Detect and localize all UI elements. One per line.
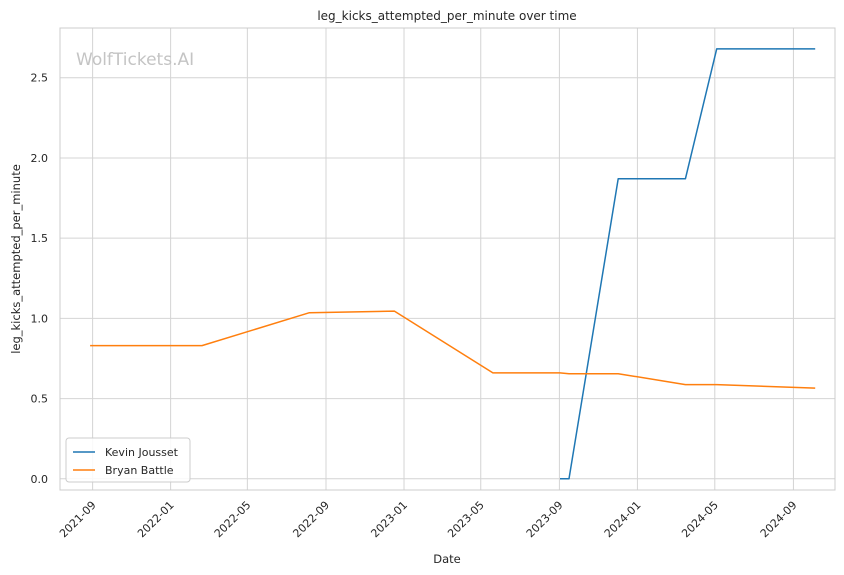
y-tick-label: 2.5 <box>31 72 49 85</box>
x-tick-label: 2022-05 <box>212 499 254 541</box>
chart-title: leg_kicks_attempted_per_minute over time <box>317 9 576 23</box>
series-line-kevin-jousset <box>560 48 816 480</box>
grid <box>60 28 835 490</box>
x-tick-label: 2024-01 <box>602 499 644 541</box>
series-line-bryan-battle <box>90 310 816 389</box>
series-layer <box>90 48 816 480</box>
legend-label-kevin-jousset: Kevin Jousset <box>105 446 179 459</box>
x-tick-label: 2024-05 <box>679 499 721 541</box>
legend-label-bryan-battle: Bryan Battle <box>105 464 174 477</box>
y-tick-label: 0.5 <box>31 393 49 406</box>
x-tick-label: 2023-05 <box>445 499 487 541</box>
y-tick-label: 1.5 <box>31 232 49 245</box>
x-tick-label: 2023-01 <box>368 499 410 541</box>
plot-area <box>59 27 836 491</box>
legend: Kevin Jousset Bryan Battle <box>65 437 191 483</box>
x-tick-label: 2024-09 <box>758 499 800 541</box>
x-tick-label: 2021-09 <box>57 499 99 541</box>
x-tick-label: 2022-01 <box>135 499 177 541</box>
x-tick-label: 2023-09 <box>524 499 566 541</box>
x-tick-label: 2022-09 <box>290 499 332 541</box>
y-tick-label: 1.0 <box>31 312 49 325</box>
y-tick-label: 0.0 <box>31 473 49 486</box>
watermark: WolfTickets.AI <box>76 50 194 70</box>
y-axis-title: leg_kicks_attempted_per_minute <box>9 164 23 354</box>
x-axis-title: Date <box>433 552 461 566</box>
y-tick-label: 2.0 <box>31 152 49 165</box>
legend-box <box>65 437 191 483</box>
